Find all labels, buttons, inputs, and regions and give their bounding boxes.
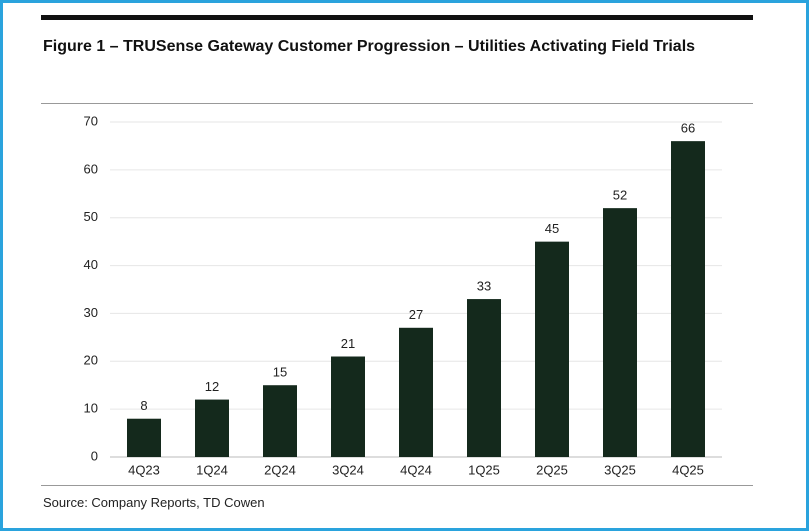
data-label: 52 xyxy=(613,188,627,203)
data-label: 27 xyxy=(409,307,423,322)
y-tick-label: 20 xyxy=(84,353,98,368)
x-tick-label: 4Q25 xyxy=(672,462,704,477)
bar xyxy=(263,385,297,457)
bar xyxy=(399,327,433,457)
data-label: 66 xyxy=(681,121,695,136)
separator xyxy=(41,485,753,486)
x-tick-label: 1Q25 xyxy=(468,462,500,477)
y-tick-label: 30 xyxy=(84,305,98,320)
data-label: 12 xyxy=(205,379,219,394)
bar xyxy=(467,299,501,457)
y-tick-label: 40 xyxy=(84,257,98,272)
data-label: 8 xyxy=(140,398,147,413)
x-tick-label: 3Q24 xyxy=(332,462,364,477)
x-tick-label: 4Q24 xyxy=(400,462,432,477)
data-label: 15 xyxy=(273,365,287,380)
y-tick-label: 10 xyxy=(84,401,98,416)
bar xyxy=(603,208,637,457)
bar xyxy=(195,399,229,457)
data-label: 21 xyxy=(341,336,355,351)
separator xyxy=(41,103,753,104)
y-tick-label: 70 xyxy=(84,113,98,128)
y-tick-label: 0 xyxy=(91,448,98,463)
data-label: 45 xyxy=(545,221,559,236)
x-tick-label: 2Q25 xyxy=(536,462,568,477)
bar xyxy=(331,356,365,457)
chart-title: Figure 1 – TRUSense Gateway Customer Pro… xyxy=(43,38,696,55)
data-label: 33 xyxy=(477,279,491,294)
y-tick-label: 60 xyxy=(84,161,98,176)
top-bar xyxy=(41,15,753,20)
y-tick-label: 50 xyxy=(84,209,98,224)
bar xyxy=(127,418,161,457)
bar xyxy=(535,241,569,457)
x-tick-label: 4Q23 xyxy=(128,462,160,477)
x-tick-label: 3Q25 xyxy=(604,462,636,477)
x-tick-label: 2Q24 xyxy=(264,462,296,477)
x-tick-label: 1Q24 xyxy=(196,462,228,477)
bar xyxy=(671,141,705,457)
source-note: Source: Company Reports, TD Cowen xyxy=(43,495,265,510)
